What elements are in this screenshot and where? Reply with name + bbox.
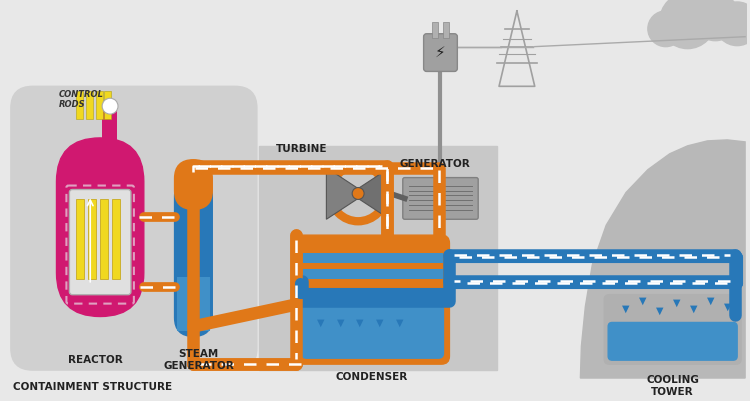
- Text: ⚡: ⚡: [435, 45, 445, 60]
- Text: ▼: ▼: [376, 317, 384, 327]
- FancyBboxPatch shape: [608, 323, 737, 360]
- Circle shape: [648, 12, 683, 47]
- Text: ▼: ▼: [356, 317, 364, 327]
- Text: ▼: ▼: [337, 317, 344, 327]
- FancyBboxPatch shape: [56, 139, 144, 317]
- Text: ▼: ▼: [639, 295, 646, 305]
- Circle shape: [102, 99, 118, 115]
- FancyBboxPatch shape: [403, 178, 478, 220]
- Text: ▼: ▼: [706, 295, 714, 305]
- Polygon shape: [358, 168, 390, 220]
- Circle shape: [692, 0, 740, 42]
- Bar: [302, 253, 443, 263]
- Circle shape: [716, 3, 750, 47]
- FancyBboxPatch shape: [302, 305, 443, 358]
- Text: STEAM
GENERATOR: STEAM GENERATOR: [163, 348, 234, 370]
- Circle shape: [740, 12, 750, 47]
- Bar: [76, 200, 84, 279]
- Bar: [102, 107, 117, 144]
- Bar: [431, 23, 437, 38]
- Bar: [302, 269, 443, 279]
- Text: CONTAINMENT STRUCTURE: CONTAINMENT STRUCTURE: [13, 381, 172, 391]
- Text: TURBINE: TURBINE: [276, 144, 327, 154]
- Polygon shape: [326, 168, 358, 220]
- Bar: [176, 277, 210, 332]
- Bar: [112, 200, 120, 279]
- Bar: [443, 23, 449, 38]
- Bar: [104, 92, 111, 120]
- FancyBboxPatch shape: [424, 34, 458, 72]
- FancyBboxPatch shape: [175, 178, 212, 336]
- Text: ▼: ▼: [396, 317, 404, 327]
- Bar: [88, 200, 96, 279]
- Text: CONDENSER: CONDENSER: [336, 371, 408, 381]
- Text: ▼: ▼: [724, 301, 731, 311]
- Text: ▼: ▼: [673, 297, 680, 307]
- Text: ▼: ▼: [316, 317, 324, 327]
- Bar: [100, 200, 108, 279]
- Bar: [96, 92, 104, 120]
- Text: ▼: ▼: [690, 303, 698, 313]
- Bar: [86, 92, 93, 120]
- FancyBboxPatch shape: [10, 87, 257, 370]
- Text: ▼: ▼: [622, 303, 630, 313]
- Text: CONTROL
RODS: CONTROL RODS: [58, 89, 104, 109]
- Bar: [76, 92, 83, 120]
- FancyBboxPatch shape: [70, 190, 131, 295]
- Polygon shape: [580, 140, 745, 378]
- FancyBboxPatch shape: [175, 160, 212, 210]
- Text: ▼: ▼: [656, 305, 664, 315]
- FancyBboxPatch shape: [604, 295, 741, 364]
- FancyBboxPatch shape: [296, 235, 449, 364]
- Text: GENERATOR: GENERATOR: [400, 158, 470, 168]
- Text: COOLING
TOWER: COOLING TOWER: [646, 374, 699, 396]
- Circle shape: [660, 0, 716, 49]
- Text: REACTOR: REACTOR: [68, 354, 122, 365]
- Bar: [259, 146, 497, 370]
- Circle shape: [352, 188, 364, 200]
